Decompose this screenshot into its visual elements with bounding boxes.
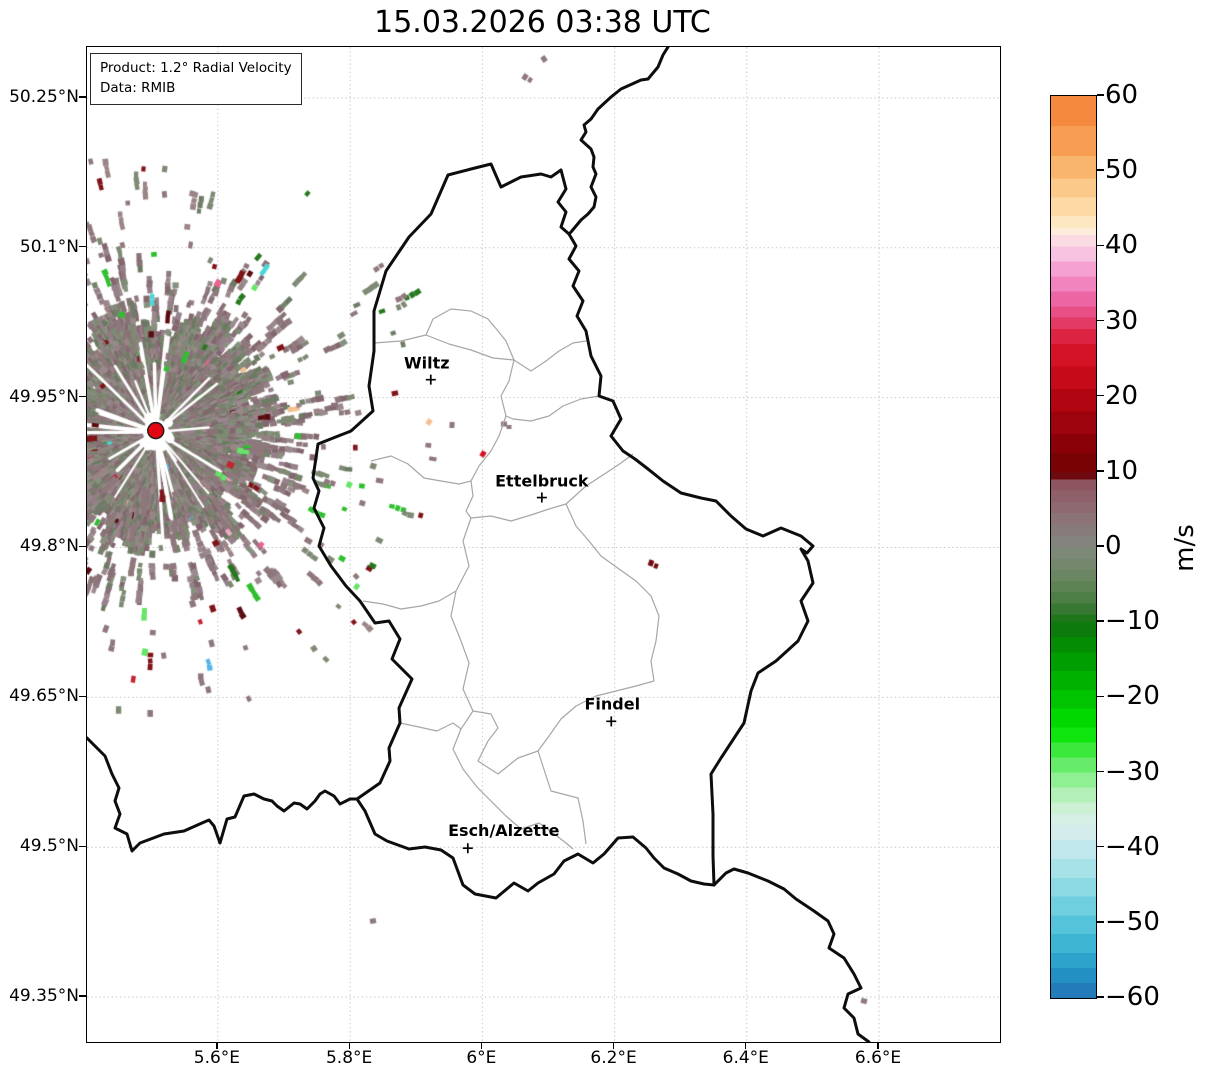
district-border xyxy=(362,590,457,610)
district-border xyxy=(399,722,462,732)
colorbar-tick-mark xyxy=(1097,770,1104,773)
colorbar xyxy=(1050,95,1097,999)
lon-tick-mark xyxy=(612,1042,615,1049)
city-marker xyxy=(462,843,473,854)
lon-tick-mark xyxy=(216,1042,218,1049)
district-border xyxy=(450,517,574,850)
colorbar-tick-label: 40 xyxy=(1105,230,1139,261)
lat-tick-label: 49.8°N xyxy=(19,536,79,557)
lon-tick-label: 6.6°E xyxy=(854,1048,902,1068)
lat-tick-mark xyxy=(79,246,86,248)
lat-tick-mark xyxy=(79,545,86,548)
lon-tick-mark xyxy=(745,1042,747,1049)
district-border xyxy=(470,453,634,522)
lon-tick-mark xyxy=(480,1042,483,1049)
colorbar-tick-label: −40 xyxy=(1105,831,1160,862)
district-border xyxy=(472,710,587,845)
radar-site-dot xyxy=(147,421,165,440)
country-border xyxy=(87,736,359,853)
city-label: Esch/Alzette xyxy=(448,821,560,840)
colorbar-tick-mark xyxy=(1097,319,1104,322)
lat-tick-mark xyxy=(79,96,86,98)
lat-tick-mark xyxy=(79,396,86,398)
product-info-box: Product: 1.2° Radial Velocity Data: RMIB xyxy=(90,53,302,105)
country-border xyxy=(311,349,414,801)
colorbar-tick-label: −50 xyxy=(1105,906,1160,937)
lon-tick-label: 6.2°E xyxy=(590,1048,637,1068)
lon-tick-label: 5.8°E xyxy=(325,1048,373,1068)
colorbar-tick-label: 50 xyxy=(1105,155,1139,186)
country-border xyxy=(567,47,815,887)
colorbar-tick-mark xyxy=(1097,470,1104,472)
product-label: Product: 1.2° Radial Velocity xyxy=(100,60,292,76)
lat-tick-mark xyxy=(79,995,86,997)
border-city-layer: Wiltz Ettelbruck Findel Esch/Alzette xyxy=(87,47,871,1042)
lat-tick-label: 50.25°N xyxy=(9,86,79,107)
district-border xyxy=(370,455,472,485)
radar-speckle-canvas xyxy=(87,47,1000,1042)
colorbar-tick-label: −10 xyxy=(1105,606,1160,637)
colorbar-tick-mark xyxy=(1097,695,1104,698)
country-border xyxy=(712,867,871,1042)
city-label: Wiltz xyxy=(404,354,450,373)
city-marker xyxy=(536,492,547,503)
lon-tick-mark xyxy=(348,1042,350,1049)
colorbar-tick-label: 60 xyxy=(1105,80,1139,110)
colorbar-tick-mark xyxy=(1097,620,1104,622)
data-source-label: Data: RMIB xyxy=(100,80,176,97)
colorbar-tick-mark xyxy=(1097,545,1104,547)
country-border xyxy=(355,797,716,900)
city-marker xyxy=(606,716,617,727)
district-border xyxy=(425,308,515,361)
lat-tick-label: 49.35°N xyxy=(9,986,79,1007)
colorbar-units-label: m/s xyxy=(1170,524,1200,572)
lat-tick-label: 50.1°N xyxy=(19,236,79,257)
lat-tick-mark xyxy=(79,695,86,698)
colorbar-tick-label: −20 xyxy=(1105,681,1160,712)
lon-tick-label: 6°E xyxy=(466,1048,497,1068)
colorbar-tick-label: −30 xyxy=(1105,756,1160,787)
lon-tick-mark xyxy=(877,1042,879,1049)
colorbar-tick-label: 0 xyxy=(1105,531,1122,561)
colorbar-tick-mark xyxy=(1097,394,1104,397)
lat-tick-label: 49.5°N xyxy=(19,836,79,857)
colorbar-tick-mark xyxy=(1097,921,1104,923)
colorbar-tick-label: 10 xyxy=(1105,455,1139,486)
map-plot-area: Wiltz Ettelbruck Findel Esch/Alzette Produc… xyxy=(86,46,1001,1043)
district-border xyxy=(373,334,587,372)
colorbar-tick-label: 20 xyxy=(1105,380,1139,411)
district-border xyxy=(537,680,655,752)
lat-tick-label: 49.95°N xyxy=(9,386,79,407)
lon-tick-label: 5.6°E xyxy=(193,1048,241,1068)
city-label: Findel xyxy=(584,694,640,713)
colorbar-tick-mark xyxy=(1097,169,1104,171)
colorbar-tick-label: −60 xyxy=(1105,982,1160,1012)
figure-title: 15.03.2026 03:38 UTC xyxy=(374,5,711,40)
colorbar-tick-mark xyxy=(1097,845,1104,848)
colorbar-tick-label: 30 xyxy=(1105,305,1139,336)
colorbar-tick-mark xyxy=(1097,244,1104,247)
lon-tick-label: 6.4°E xyxy=(722,1048,769,1068)
district-border xyxy=(465,359,515,519)
district-border xyxy=(505,395,600,422)
city-marker xyxy=(425,374,436,385)
colorbar-tick-mark xyxy=(1097,996,1104,998)
colorbar-tick-mark xyxy=(1097,94,1104,96)
country-border xyxy=(372,162,571,353)
city-label: Ettelbruck xyxy=(495,472,589,491)
lat-tick-mark xyxy=(79,845,86,847)
lat-tick-label: 49.65°N xyxy=(9,686,79,707)
district-border xyxy=(565,503,660,682)
